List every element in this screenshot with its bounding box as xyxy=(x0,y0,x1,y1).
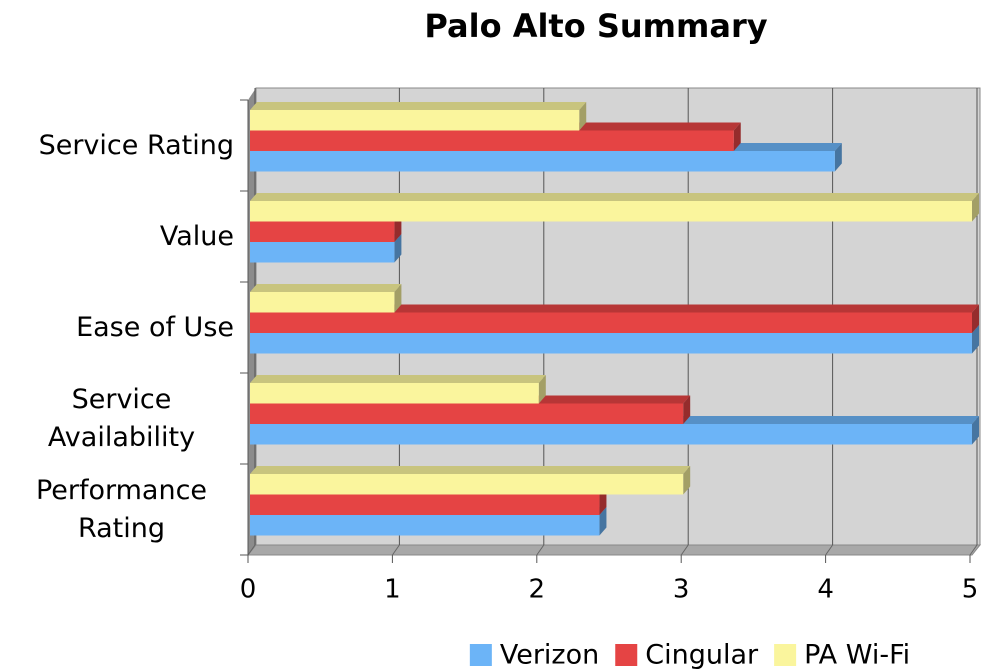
bar-side xyxy=(538,375,546,404)
x-tick-label: 4 xyxy=(817,575,834,605)
floor-grid-line xyxy=(391,544,400,556)
bar-side xyxy=(972,193,979,222)
bar-side xyxy=(394,234,402,263)
floor-grid-line xyxy=(825,544,834,556)
bar xyxy=(250,312,972,333)
bar-top xyxy=(250,284,402,292)
bar xyxy=(250,494,600,515)
bar xyxy=(250,403,684,424)
bar-side xyxy=(579,102,587,131)
y-tick-label: Service Rating xyxy=(38,129,234,161)
bar-top xyxy=(250,304,979,313)
y-tick-label-box: Value xyxy=(0,191,234,282)
legend-swatch xyxy=(774,644,797,666)
chart-title: Palo Alto Summary xyxy=(424,7,767,45)
floor xyxy=(246,544,982,556)
y-tick-label: Ease of Use xyxy=(76,311,234,343)
y-tick-label: Service Availability xyxy=(47,383,196,453)
bar xyxy=(250,110,580,131)
bar xyxy=(250,201,972,222)
legend-label: PA Wi-Fi xyxy=(804,640,910,671)
bar-top xyxy=(250,375,546,383)
bar xyxy=(250,242,395,263)
bar-side xyxy=(683,395,691,424)
bar-side xyxy=(972,325,979,354)
bar xyxy=(250,292,395,313)
y-tick-label: Value xyxy=(159,220,234,252)
bar-side xyxy=(394,284,402,313)
legend-label: Cingular xyxy=(645,640,759,671)
y-tick-label: Performance Rating xyxy=(35,474,208,544)
y-tick-label-box: Service Availability xyxy=(0,373,234,464)
bar xyxy=(250,221,395,242)
bar xyxy=(250,383,539,404)
bar-side xyxy=(972,304,979,333)
legend-label: Verizon xyxy=(500,640,599,671)
bar-side xyxy=(683,466,691,495)
floor-grid-line xyxy=(536,544,545,556)
y-tick-label-box: Service Rating xyxy=(0,100,234,191)
legend-swatch xyxy=(469,644,492,666)
y-tick-label-box: Ease of Use xyxy=(0,282,234,373)
floor-grid-line xyxy=(680,544,689,556)
bar xyxy=(250,515,600,536)
bar xyxy=(250,474,684,495)
y-tick-label-box: Performance Rating xyxy=(0,464,234,555)
floor-grid-line xyxy=(969,544,978,556)
x-tick-label: 3 xyxy=(673,575,690,605)
bar xyxy=(250,333,972,354)
bar-side xyxy=(834,143,842,172)
bar xyxy=(250,424,972,445)
x-tick-label: 0 xyxy=(240,575,257,605)
bar-top xyxy=(250,193,979,201)
bar xyxy=(250,130,734,151)
bar xyxy=(250,151,835,172)
bar-side xyxy=(972,416,979,445)
bar-side xyxy=(733,122,741,151)
bar-top xyxy=(250,466,691,474)
bar-side xyxy=(599,507,607,536)
legend-swatch xyxy=(615,644,638,666)
floor-grid-line xyxy=(247,544,256,556)
x-tick-label: 5 xyxy=(962,575,979,605)
x-tick-label: 1 xyxy=(384,575,401,605)
bar-top xyxy=(250,102,587,110)
x-tick-label: 2 xyxy=(529,575,546,605)
